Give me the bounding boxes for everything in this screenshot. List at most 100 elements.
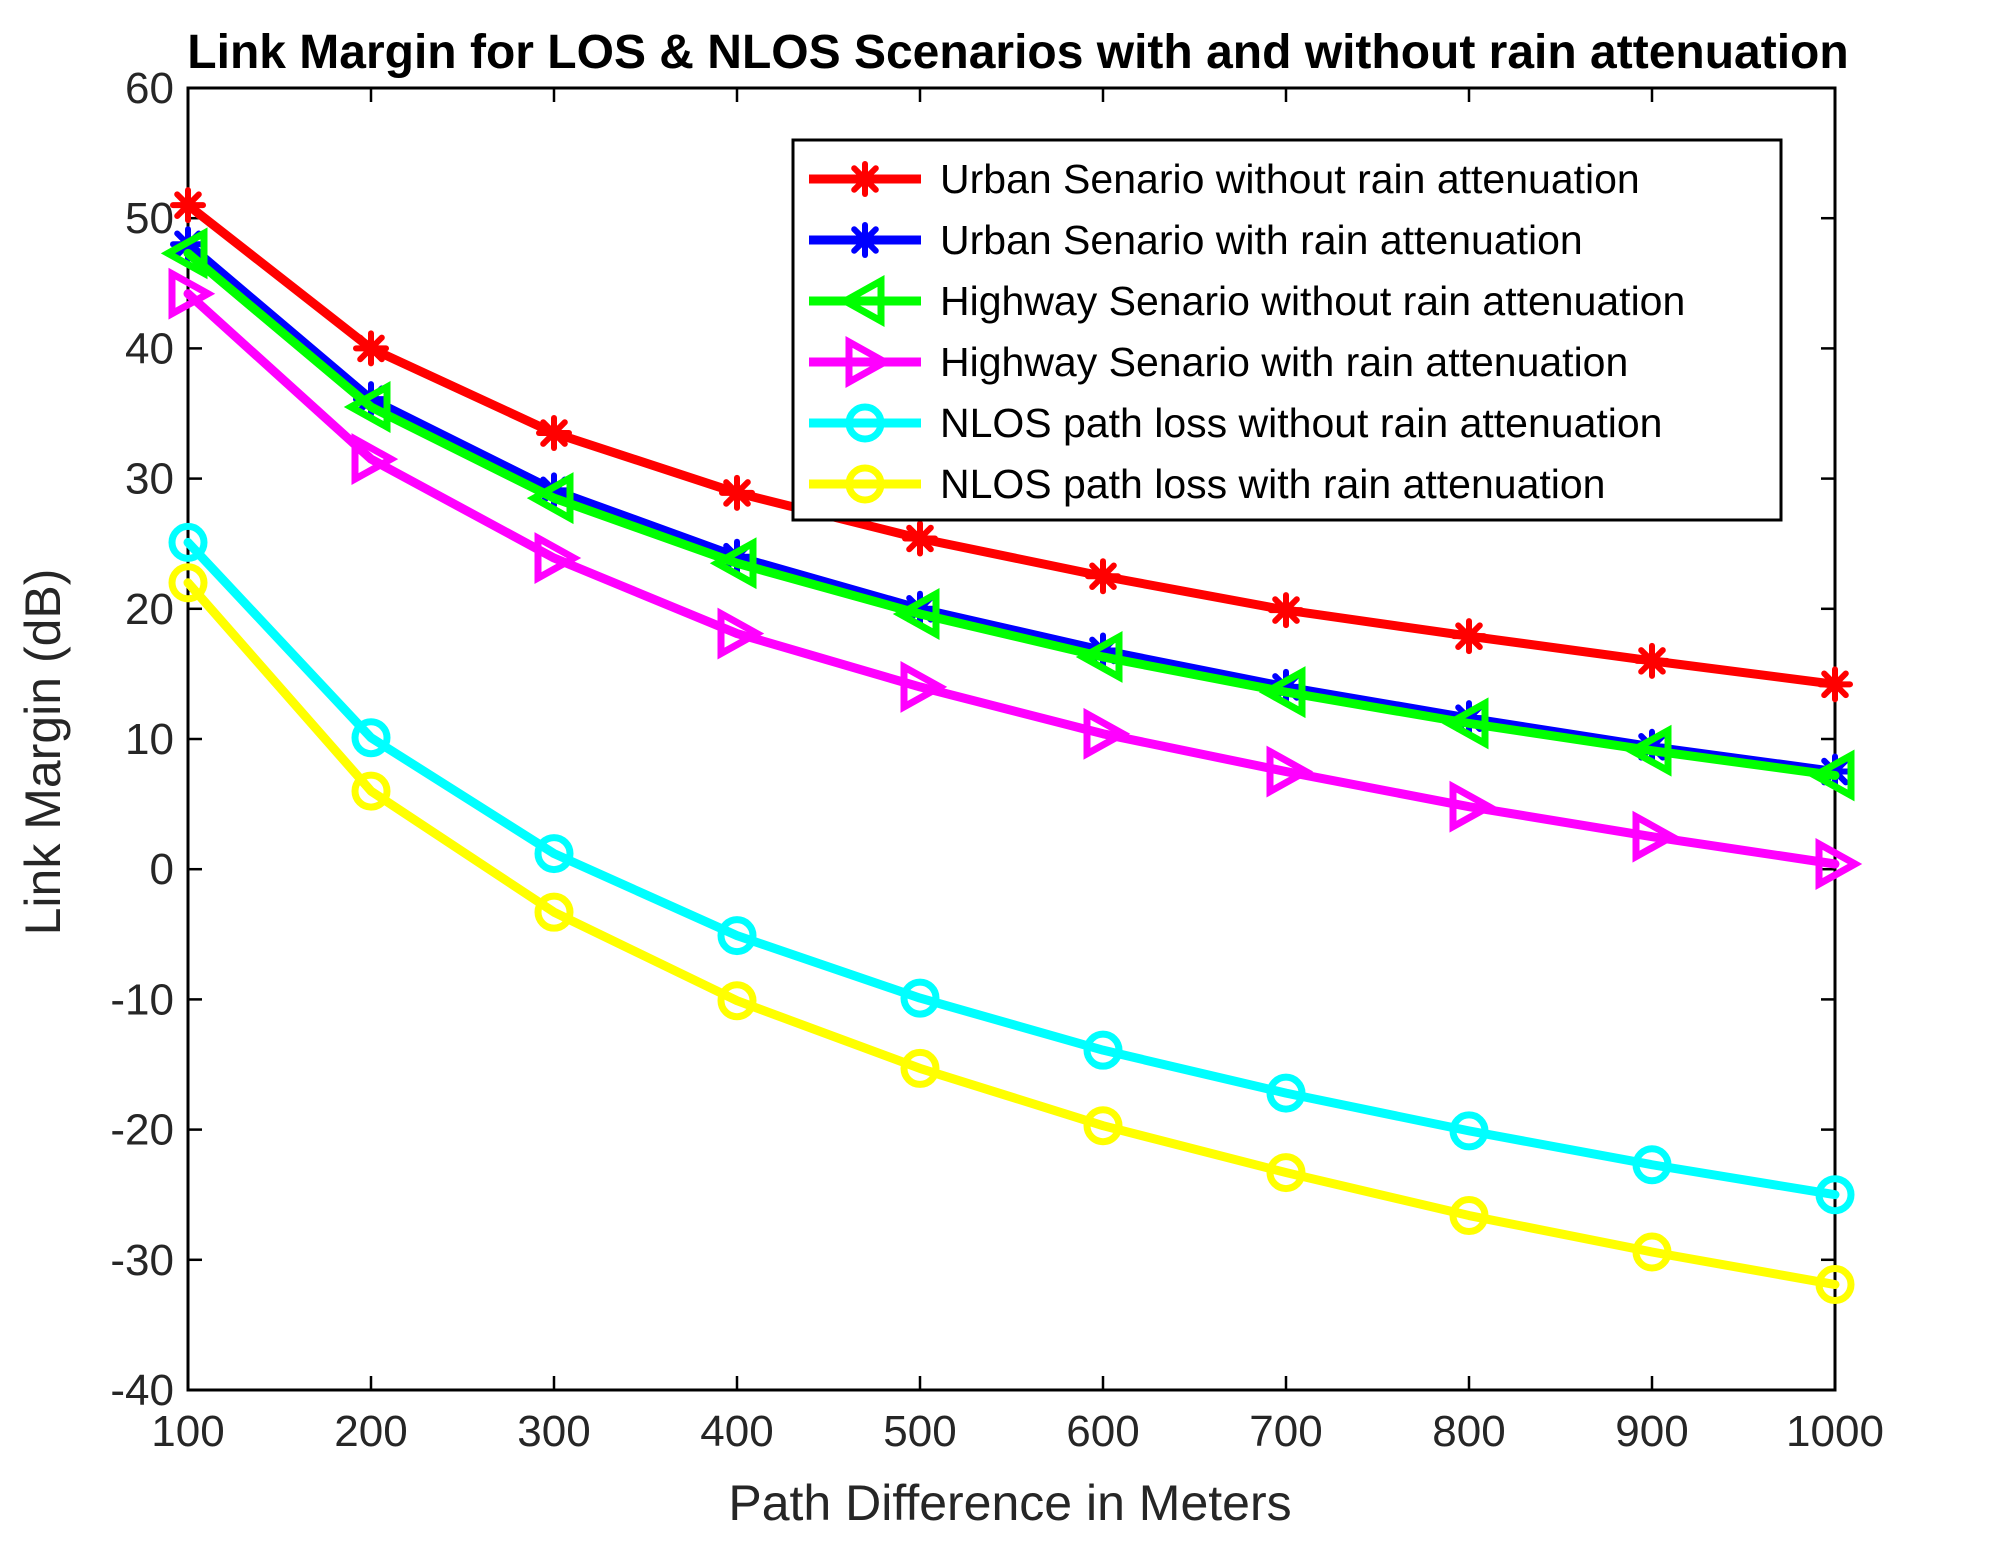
data-point xyxy=(1266,745,1314,798)
data-point xyxy=(1441,697,1489,750)
data-point xyxy=(534,834,574,874)
legend-label: NLOS path loss without rain attenuation xyxy=(940,400,1663,446)
x-tick-label: 100 xyxy=(151,1407,224,1456)
series-line xyxy=(183,239,1840,777)
legend-entry: NLOS path loss without rain attenuation xyxy=(809,400,1663,446)
data-point xyxy=(900,1048,940,1088)
y-tick-label: -10 xyxy=(110,975,174,1024)
data-point xyxy=(351,771,391,811)
data-point xyxy=(1083,1030,1123,1070)
series-line xyxy=(183,200,1840,689)
series-line xyxy=(183,537,1840,1200)
data-point xyxy=(900,660,948,713)
series-3 xyxy=(160,227,1855,802)
y-tick-label: 0 xyxy=(150,845,174,894)
y-tick-label: -30 xyxy=(110,1236,174,1285)
data-point xyxy=(717,981,757,1021)
y-tick-label: 10 xyxy=(125,715,174,764)
x-tick-label: 900 xyxy=(1615,1407,1688,1456)
data-point xyxy=(1268,592,1304,629)
data-point xyxy=(1815,1265,1855,1305)
data-point xyxy=(1632,1145,1672,1185)
data-point xyxy=(1817,666,1853,703)
data-point xyxy=(709,537,757,590)
data-point xyxy=(717,607,765,660)
x-tick-label: 700 xyxy=(1249,1407,1322,1456)
legend-entry: Urban Senario with rain attenuation xyxy=(809,217,1583,263)
data-point xyxy=(1083,1106,1123,1146)
legend-entry: Highway Senario without rain attenuation xyxy=(809,275,1685,327)
data-point xyxy=(351,718,391,758)
legend-marker xyxy=(847,161,883,197)
data-point xyxy=(536,415,572,452)
x-tick-label: 600 xyxy=(1066,1407,1139,1456)
series-5 xyxy=(168,522,1855,1215)
chart-title: Link Margin for LOS & NLOS Scenarios wit… xyxy=(187,26,1848,79)
y-tick-label: -40 xyxy=(110,1366,174,1415)
data-point xyxy=(1083,707,1131,760)
series-line xyxy=(183,578,1840,1290)
y-tick-label: 60 xyxy=(125,64,174,113)
data-point xyxy=(900,978,940,1018)
legend-marker xyxy=(845,336,893,388)
x-tick-label: 300 xyxy=(517,1407,590,1456)
y-tick-label: 40 xyxy=(125,324,174,373)
x-tick-label: 200 xyxy=(334,1407,407,1456)
legend-marker xyxy=(845,403,885,443)
data-point xyxy=(1085,558,1121,595)
data-point xyxy=(1258,666,1306,719)
data-point xyxy=(343,381,391,433)
x-tick-label: 800 xyxy=(1432,1407,1505,1456)
data-point xyxy=(168,267,216,320)
data-point xyxy=(160,227,208,280)
data-point xyxy=(902,520,938,557)
data-point xyxy=(892,588,940,640)
legend: Urban Senario without rain attenuation Ur… xyxy=(791,138,1783,522)
legend-label: Highway Senario without rain attenuation xyxy=(940,278,1685,324)
data-point xyxy=(1449,1111,1489,1151)
data-point xyxy=(719,474,755,511)
y-axis-label: Link Margin (dB) xyxy=(15,569,71,936)
data-point xyxy=(1266,1073,1306,1113)
data-point xyxy=(1634,642,1670,679)
data-point xyxy=(170,187,206,224)
data-point xyxy=(1815,838,1863,890)
y-tick-label: 50 xyxy=(125,194,174,243)
data-point xyxy=(526,472,574,525)
data-point xyxy=(1075,631,1123,683)
legend-entry: NLOS path loss with rain attenuation xyxy=(809,461,1606,507)
plot-area: 100 200 300 400 500 600 700 800 900 1000-40-30-20… xyxy=(110,64,1884,1456)
y-tick-label: 20 xyxy=(125,585,174,634)
data-point xyxy=(353,330,389,367)
legend-label: Highway Senario with rain attenuation xyxy=(940,339,1628,385)
data-point xyxy=(1449,1196,1489,1236)
legend-label: NLOS path loss with rain attenuation xyxy=(940,461,1606,507)
legend-label: Urban Senario without rain attenuation xyxy=(940,156,1640,202)
series-1 xyxy=(170,187,1853,703)
x-tick-label: 500 xyxy=(883,1407,956,1456)
data-point xyxy=(1815,1175,1855,1215)
x-tick-label: 400 xyxy=(700,1407,773,1456)
data-point xyxy=(534,892,574,932)
data-point xyxy=(351,433,399,486)
legend-marker xyxy=(845,464,885,504)
x-tick-label: 1000 xyxy=(1786,1407,1884,1456)
legend-box xyxy=(791,138,1783,522)
data-point xyxy=(168,522,208,562)
series-4 xyxy=(168,267,1863,890)
data-point xyxy=(1807,749,1855,802)
series-line xyxy=(183,248,1840,780)
legend-label: Urban Senario with rain attenuation xyxy=(940,217,1583,263)
data-point xyxy=(168,563,208,603)
series-line xyxy=(183,289,1840,869)
data-point xyxy=(717,916,757,956)
y-tick-label: -20 xyxy=(110,1106,174,1155)
data-point xyxy=(1624,724,1672,777)
legend-entry: Highway Senario with rain attenuation xyxy=(809,336,1628,388)
legend-marker xyxy=(837,275,885,327)
data-point xyxy=(1632,810,1680,863)
data-point xyxy=(1451,618,1487,655)
data-point xyxy=(534,532,582,584)
y-tick-label: 30 xyxy=(125,455,174,504)
